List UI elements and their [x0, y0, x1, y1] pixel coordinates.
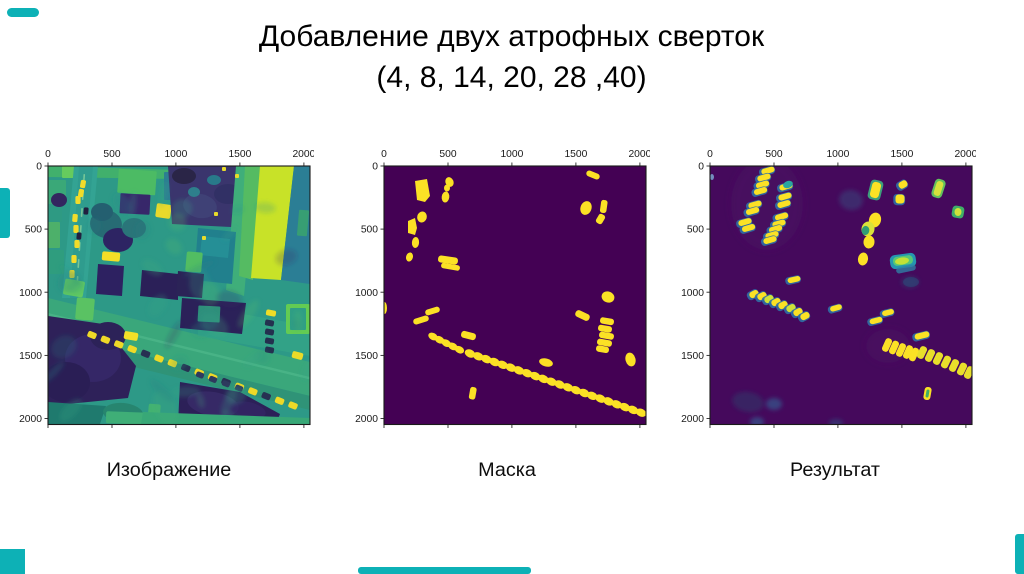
svg-text:1500: 1500 [890, 149, 913, 160]
svg-text:1000: 1000 [355, 288, 378, 299]
svg-text:2000: 2000 [628, 149, 650, 160]
svg-text:1500: 1500 [681, 351, 704, 362]
svg-text:1000: 1000 [500, 149, 523, 160]
svg-text:2000: 2000 [681, 414, 704, 425]
svg-text:500: 500 [686, 225, 703, 236]
svg-text:0: 0 [36, 162, 42, 173]
svg-text:2000: 2000 [293, 149, 315, 160]
svg-text:0: 0 [381, 149, 387, 160]
svg-text:1000: 1000 [681, 288, 704, 299]
svg-text:500: 500 [104, 149, 121, 160]
svg-text:1500: 1500 [355, 351, 378, 362]
svg-text:2000: 2000 [355, 414, 378, 425]
svg-text:1500: 1500 [564, 149, 587, 160]
svg-text:1000: 1000 [19, 288, 42, 299]
svg-text:0: 0 [45, 149, 51, 160]
svg-text:0: 0 [372, 162, 378, 173]
svg-text:2000: 2000 [19, 414, 42, 425]
svg-text:500: 500 [361, 225, 378, 236]
svg-text:1000: 1000 [165, 149, 188, 160]
svg-text:0: 0 [707, 149, 713, 160]
svg-text:0: 0 [698, 162, 704, 173]
svg-text:1500: 1500 [229, 149, 252, 160]
svg-text:500: 500 [765, 149, 782, 160]
svg-text:2000: 2000 [954, 149, 976, 160]
svg-text:1000: 1000 [826, 149, 849, 160]
svg-text:500: 500 [25, 225, 42, 236]
svg-text:1500: 1500 [19, 351, 42, 362]
svg-text:500: 500 [439, 149, 456, 160]
